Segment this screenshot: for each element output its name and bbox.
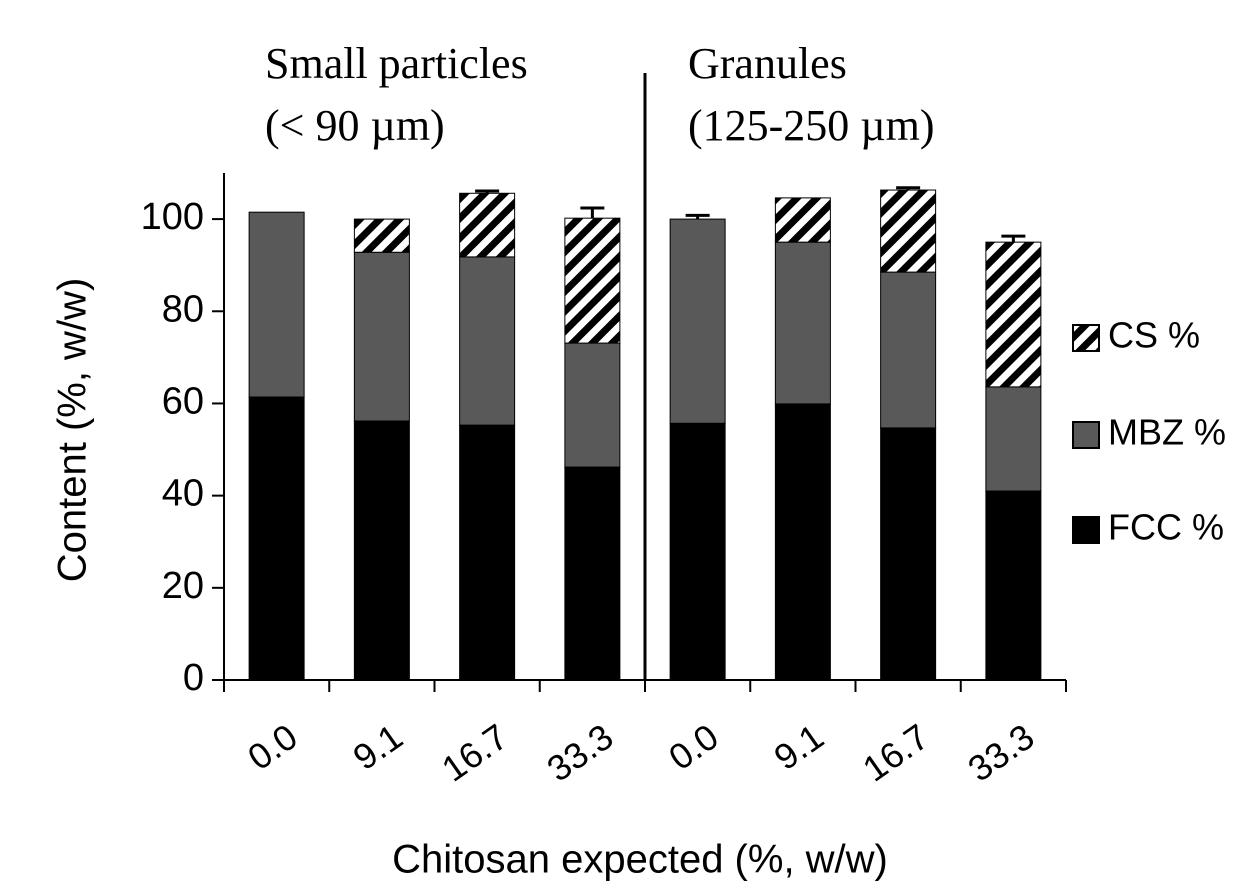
error-bar [896,186,921,191]
y-tick-label: 40 [162,473,204,515]
x-axis-title: Chitosan expected (%, w/w) [392,838,888,882]
error-bar [685,213,710,220]
bar-segment [774,403,831,681]
group-label: Granules [688,39,847,88]
legend-label: FCC % [1108,507,1224,548]
legend-swatch [1072,421,1100,449]
bar-segment [985,490,1042,681]
group-label: (< 90 µm) [265,101,445,150]
bar-segment [774,197,831,243]
bar-segment [564,342,621,468]
legend-swatch [1072,324,1100,352]
y-tick-label: 100 [141,196,204,238]
bar-segment [459,256,516,426]
bar-segment [248,396,305,681]
group-label: Small particles [265,39,528,88]
bar-segment [564,466,621,681]
bar-segment [880,427,937,681]
legend-label: CS % [1108,315,1200,356]
bar-segment [353,218,410,253]
y-tick-label: 60 [162,380,204,422]
bar-segment [248,211,305,398]
bar-segment [669,422,726,681]
bar-segment [669,218,726,424]
bar-segment [880,189,937,273]
error-bar [580,206,605,219]
error-bar [475,189,500,194]
bar-segment [459,424,516,681]
bar-segment [985,386,1042,492]
bar-segment [353,251,410,422]
bar-segment [985,241,1042,388]
bar-segment [880,271,937,429]
group-label: (125-250 µm) [688,101,935,150]
bar-segment [353,420,410,681]
y-tick-label: 80 [162,288,204,330]
y-axis-title: Content (%, w/w) [51,278,95,583]
y-tick-label: 20 [162,565,204,607]
legend-label: MBZ % [1108,412,1226,453]
bar-segment [774,241,831,405]
bar-segment [459,192,516,258]
legend-swatch [1072,516,1100,544]
bar-segment [564,217,621,344]
error-bar [1001,234,1026,243]
y-tick-label: 0 [183,657,204,699]
